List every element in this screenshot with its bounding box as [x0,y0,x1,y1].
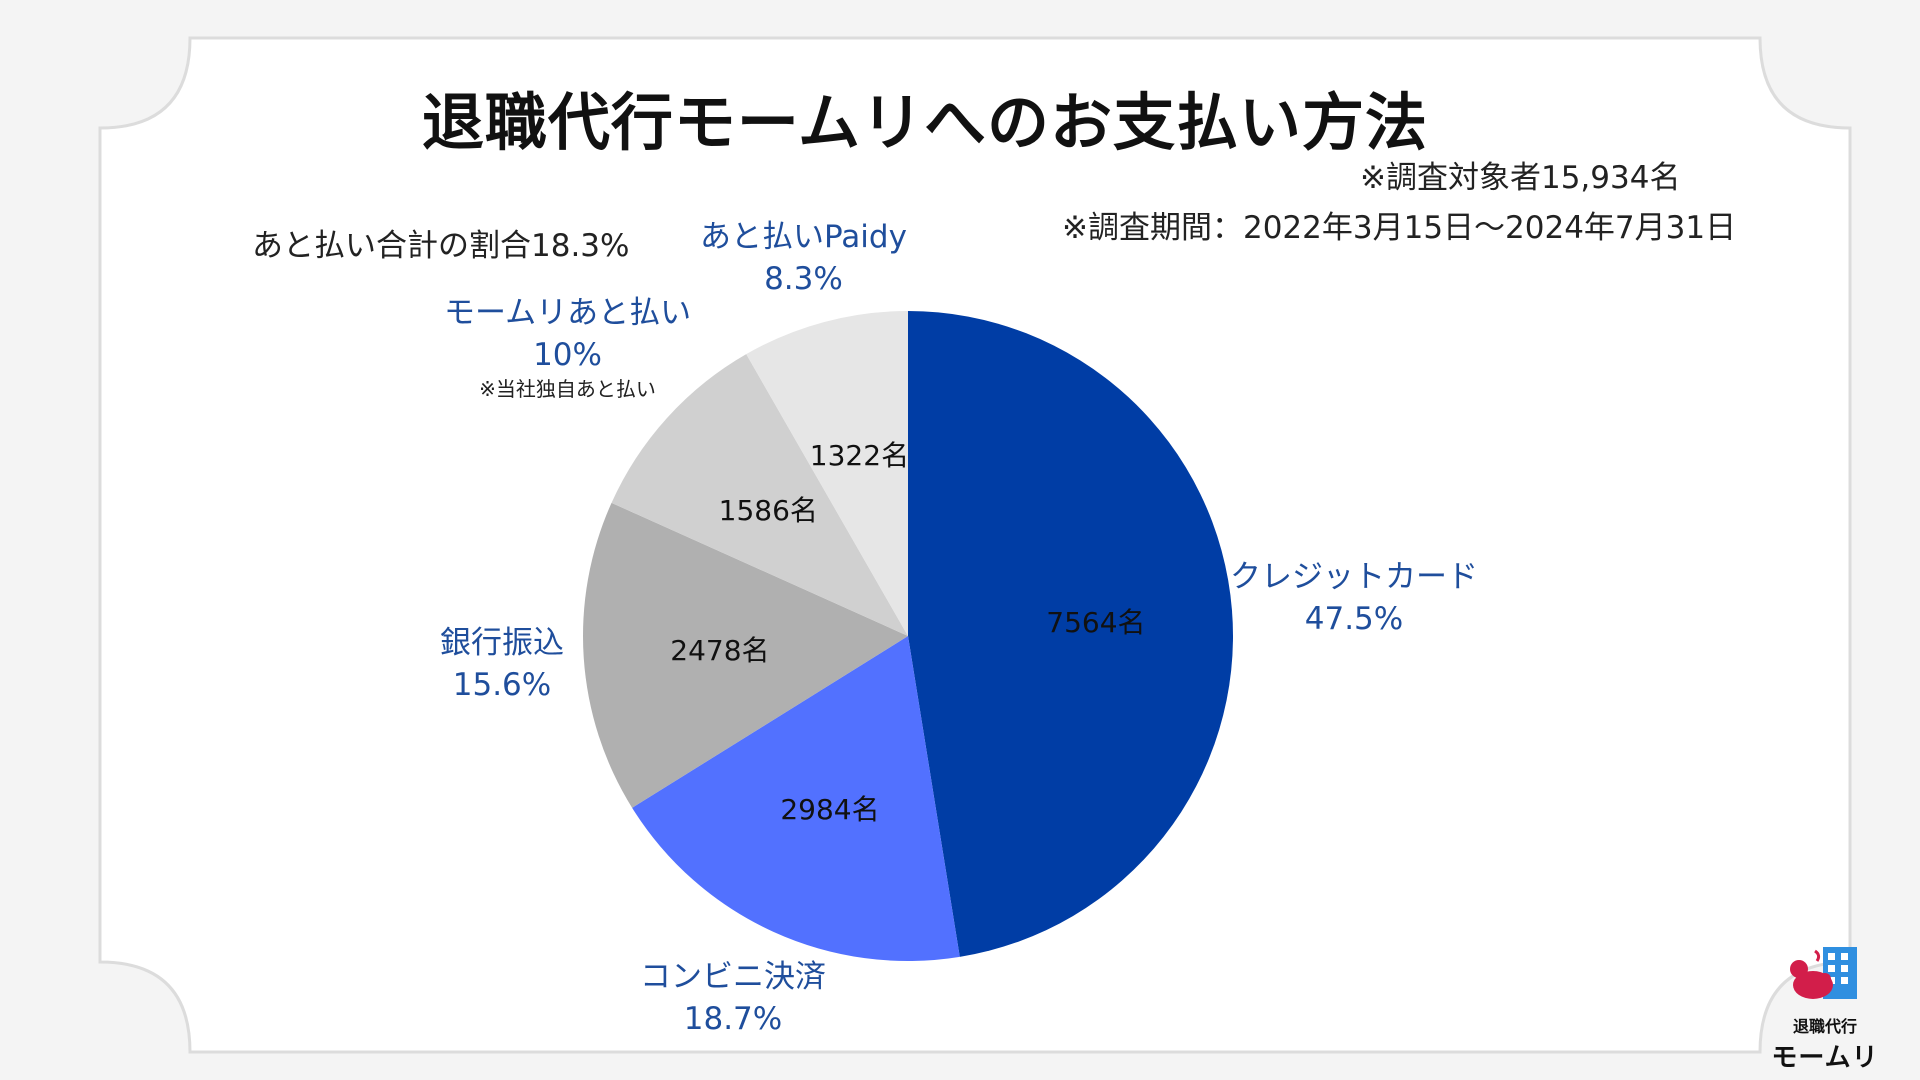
pie-slice-momuri-later [611,354,908,636]
pie-slice-bank [583,502,908,808]
category-label-convenience: コンビニ決済 18.7% [640,956,826,1040]
percent-label-paidy: 8.3% [764,261,843,297]
logo-mascot-icon [1790,947,1857,999]
page-title: 退職代行モームリへのお支払い方法 [421,86,1429,159]
deferred-total-note: あと払い合計の割合18.3% [252,228,630,264]
percent-label-momuri-later: 10% [533,337,602,373]
category-label-paidy: あと払いPaidy 8.3% [700,216,907,300]
survey-period-note: ※調査期間：2022年3月15日～2024年7月31日 [1062,210,1737,246]
count-label-momuri-later: 1586名 [718,494,818,528]
respondents-note: ※調査対象者15,934名 [1360,160,1681,196]
category-label-momuri-later: モームリあと払い 10% ※当社独自あと払い [444,292,691,402]
category-name-bank: 銀行振込 [440,625,564,661]
sub-label-momuri-later: ※当社独自あと払い [479,377,656,401]
category-name-credit: クレジットカード [1230,559,1478,595]
count-label-bank: 2478名 [670,633,770,667]
percent-label-bank: 15.6% [452,667,552,703]
pie-slice-credit [908,311,1234,957]
category-name-paidy: あと払いPaidy [700,219,907,255]
category-name-momuri-later: モームリあと払い [444,295,692,331]
brand-logo: 退職代行 モームリ [1770,943,1880,1074]
logo-text-bottom: モームリ [1771,1043,1879,1073]
category-name-convenience: コンビニ決済 [640,959,826,995]
pie-slice-paidy [746,311,908,636]
logo-text-top: 退職代行 [1792,1017,1857,1036]
category-label-credit: クレジットカード 47.5% [1230,556,1478,640]
pie-slice-convenience [632,636,960,961]
percent-label-credit: 47.5% [1304,601,1404,637]
count-label-credit: 7564名 [1046,605,1146,639]
category-label-bank: 銀行振込 15.6% [440,622,564,706]
count-label-paidy: 1322名 [809,438,910,472]
count-label-convenience: 2984名 [780,792,880,826]
percent-label-convenience: 18.7% [683,1001,783,1037]
